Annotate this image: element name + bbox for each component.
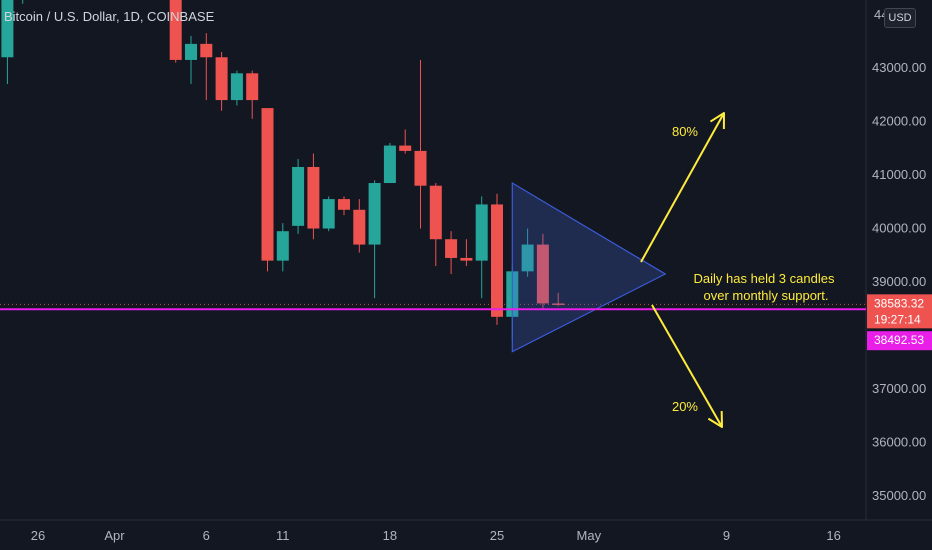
candle [307,153,320,240]
candle-body [536,244,549,304]
drawings: 80% 20% Daily has held 3 candles over month… [0,7,926,543]
candle-body [475,204,488,261]
price-tick-label: 43000.00 [872,60,926,75]
candle-body [1,0,14,58]
badge-text: 19:27:14 [874,312,921,326]
time-tick-label: Apr [104,528,125,543]
price-tick-label: 36000.00 [872,435,926,450]
badge-text: 38492.53 [874,333,924,347]
up-probability-label: 80% [672,124,698,139]
price-tick-label: 42000.00 [872,113,926,128]
candle [536,233,549,309]
badge-bg [867,331,932,351]
price-tick-label: 40000.00 [872,221,926,236]
candle [460,239,473,266]
candle [22,0,24,4]
candle [383,142,396,184]
candle-body [200,43,213,58]
candle [521,228,534,277]
candle [353,199,366,253]
arrow-head [709,112,725,130]
price-tick-label: 41000.00 [872,167,926,182]
down-arrow [651,304,723,428]
candle-body [460,257,473,261]
candle [215,51,228,111]
candle [185,35,197,85]
badge-bg [867,294,932,329]
support-note-line2: over monthly support. [703,288,828,303]
candle-body [276,231,289,261]
time-tick-label: 9 [723,528,730,543]
arrow-head [707,410,723,428]
candle-body [292,166,305,226]
candle [445,231,458,275]
candle-body [261,108,274,261]
candle-body [322,199,335,229]
time-tick-label: 11 [276,528,290,543]
candle-body [491,204,503,317]
badge-text: 38583.32 [874,296,924,310]
candle-body [552,303,565,305]
time-tick-label: May [577,528,602,543]
candle [276,223,289,272]
candle-body [414,150,427,186]
candle-body [338,199,350,210]
candle [1,0,14,85]
time-tick-label: 6 [203,528,210,543]
candle [169,0,182,63]
symbol-title: Bitcoin / U.S. Dollar, 1D, COINBASE [4,9,215,24]
candle [552,292,565,307]
candle-body [246,73,259,101]
down-probability-label: 20% [672,399,698,414]
support-price-badge: 38492.53 [867,331,932,351]
candle-body [307,166,320,229]
candle [246,70,259,119]
candle-body [368,183,381,245]
candle-body [169,0,182,60]
candle [475,196,488,299]
candle-body [445,239,458,258]
candle [292,158,305,234]
grid [0,0,932,521]
triangle-pattern [511,181,667,353]
price-tick-label: 37000.00 [872,381,926,396]
candle-body [185,43,197,60]
candle-body [230,73,243,101]
candle-body [429,185,442,240]
time-tick-label: 25 [490,528,504,543]
up-arrow [640,112,725,263]
arrow-shaft [640,112,725,263]
candle [368,180,381,299]
time-tick-label: 16 [826,528,840,543]
candle-body [215,57,228,101]
candles [1,0,565,341]
candle [399,129,412,154]
time-tick-label: 26 [31,528,45,543]
candle-body [383,145,396,184]
candle-body [399,145,412,151]
candle [322,196,335,232]
currency-button[interactable]: USD [884,8,916,28]
candle [261,108,274,272]
candle [230,70,243,106]
price-tick-label: 35000.00 [872,488,926,503]
candle [414,59,427,229]
candle [338,196,350,216]
candle [200,33,213,101]
candle [491,193,503,325]
last-price-badge: 38583.32 19:27:14 [867,294,932,329]
candle-body [521,244,534,272]
candle-body [353,209,366,245]
arrow-shaft [651,304,723,428]
axes: 38583.32 19:27:14 38492.53 [867,294,932,351]
time-tick-label: 18 [383,528,397,543]
candle [429,183,442,266]
support-note-line1: Daily has held 3 candles [694,271,835,286]
price-tick-label: 39000.00 [872,274,926,289]
